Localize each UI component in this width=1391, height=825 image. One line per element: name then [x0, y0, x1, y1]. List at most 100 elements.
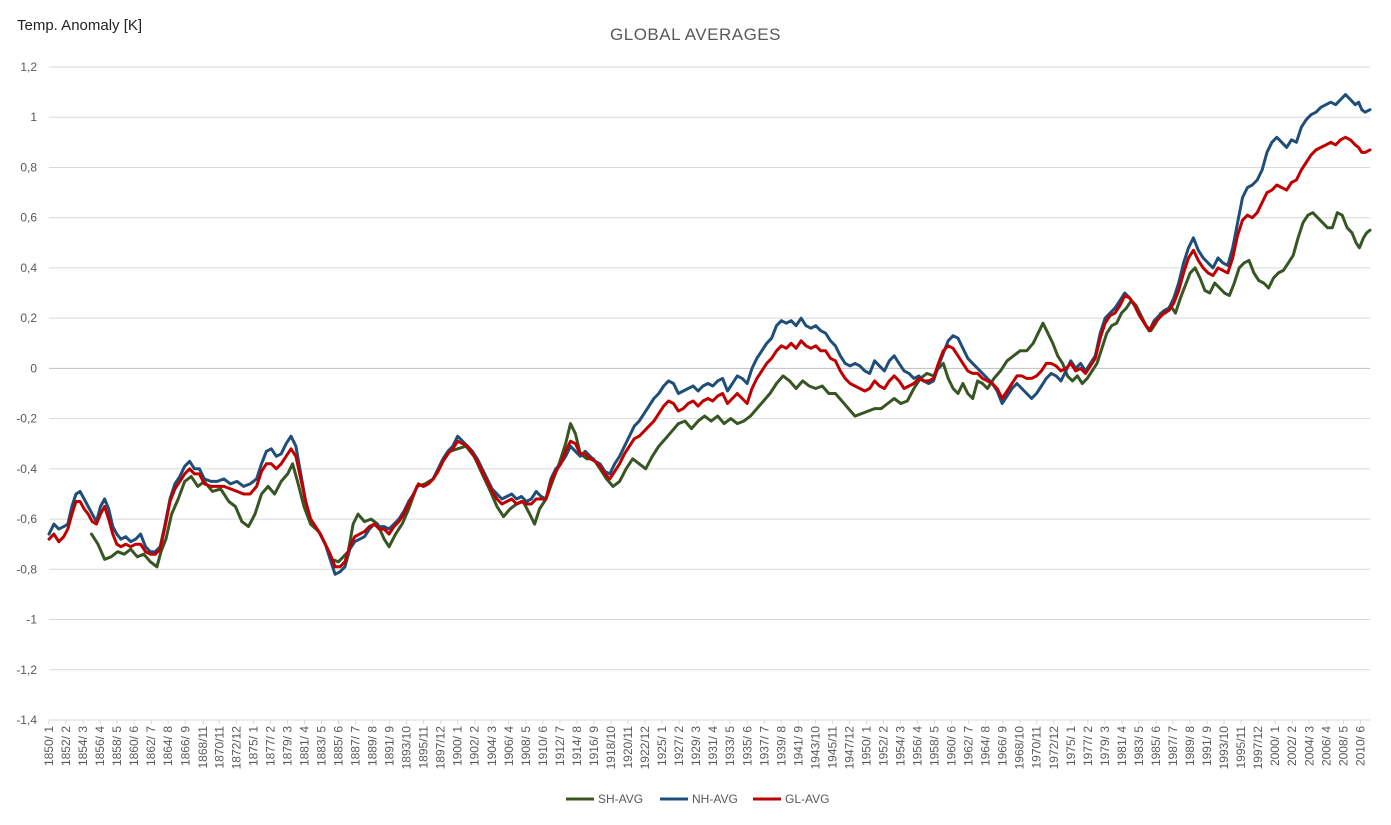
x-tick-label: 1881/ 4: [297, 726, 311, 766]
x-tick-label: 1906/ 4: [502, 726, 516, 766]
x-tick-label: 1900/ 1: [451, 726, 465, 766]
x-tick-label: 1889/ 8: [366, 726, 380, 766]
x-tick-label: 1862/ 7: [144, 726, 158, 766]
x-tick-label: 1964/ 8: [979, 726, 993, 766]
y-axis-label: Temp. Anomaly [K]: [17, 17, 143, 34]
x-tick-label: 1904/ 3: [485, 726, 499, 766]
x-tick-label: 1850/ 1: [42, 726, 56, 766]
x-tick-label: 1979/ 3: [1098, 726, 1112, 766]
series-line-nh-avg: [47, 93, 1372, 576]
y-tick-label: -0,2: [16, 412, 37, 426]
x-tick-label: 1991/ 9: [1200, 726, 1214, 766]
y-tick-label: 0,8: [20, 160, 37, 174]
series-line-gl-avg: [47, 135, 1372, 569]
x-tick-label: 1914/ 8: [570, 726, 584, 766]
y-tick-label: 1: [30, 110, 37, 124]
x-tick-label: 1933/ 5: [723, 726, 737, 766]
x-tick-label: 1958/ 5: [928, 726, 942, 766]
x-tick-label: 1866/ 9: [178, 726, 192, 766]
y-tick-label: -1: [26, 613, 37, 627]
x-tick-label: 1935/ 6: [740, 726, 754, 766]
x-tick-label: 1985/ 6: [1149, 726, 1163, 766]
legend-label-gl-avg: GL-AVG: [785, 792, 829, 806]
x-tick-label: 1854/ 3: [76, 726, 90, 766]
x-tick-label: 1927/ 2: [672, 726, 686, 766]
x-tick-label: 1877/ 2: [263, 726, 277, 766]
x-tick-label: 2002/ 2: [1285, 726, 1299, 766]
x-tick-label: 1864/ 8: [161, 726, 175, 766]
x-tick-label: 1860/ 6: [127, 726, 141, 766]
x-tick-label: 1885/ 6: [332, 726, 346, 766]
x-tick-label: 2000/ 1: [1268, 726, 1282, 766]
x-tick-label: 1929/ 3: [689, 726, 703, 766]
x-tick-label: 2010/ 6: [1353, 726, 1367, 766]
x-tick-label: 1987/ 7: [1166, 726, 1180, 766]
y-tick-label: 0,4: [20, 261, 37, 275]
x-tick-label: 1858/ 5: [110, 726, 124, 766]
x-tick-label: 1975/ 1: [1064, 726, 1078, 766]
x-tick-label: 1931/ 4: [706, 726, 720, 766]
x-tick-label: 1916/ 9: [587, 726, 601, 766]
x-tick-label: 1910/ 6: [536, 726, 550, 766]
y-tick-label: -0,8: [16, 562, 37, 576]
y-tick-label: 0,6: [20, 211, 37, 225]
y-tick-label: 1,2: [20, 60, 37, 74]
x-tick-label: 2006/ 4: [1319, 726, 1333, 766]
x-tick-label: 2004/ 3: [1302, 726, 1316, 766]
x-tick-label: 1943/10: [808, 726, 822, 770]
x-tick-label: 1937/ 7: [757, 726, 771, 766]
x-tick-label: 1970/11: [1030, 726, 1044, 769]
x-tick-label: 1941/ 9: [791, 726, 805, 766]
y-tick-label: -0,4: [16, 462, 37, 476]
x-tick-label: 1879/ 3: [280, 726, 294, 766]
x-tick-label: 1893/10: [400, 726, 414, 770]
x-tick-label: 1856/ 4: [93, 726, 107, 766]
legend: SH-AVG NH-AVG GL-AVG: [566, 792, 829, 806]
series-line-sh-avg: [90, 211, 1372, 569]
x-tick-label: 1939/ 8: [774, 726, 788, 766]
y-tick-label: 0: [30, 361, 37, 375]
x-tick-label: 1962/ 7: [962, 726, 976, 766]
x-tick-label: 1918/10: [604, 726, 618, 770]
x-tick-label: 1968/10: [1013, 726, 1027, 770]
gridlines: [49, 66, 1370, 721]
x-tick-label: 1897/12: [434, 726, 448, 770]
x-tick-label: 1895/11: [417, 726, 431, 769]
x-tick-label: 1912/ 7: [553, 726, 567, 766]
x-tick-label: 1920/11: [621, 726, 635, 769]
x-tick-label: 1981/ 4: [1115, 726, 1129, 766]
x-tick-label: 1887/ 7: [349, 726, 363, 766]
x-tick-label: 1883/ 5: [314, 726, 328, 766]
x-tick-label: 1868/11: [196, 726, 210, 769]
x-tick-label: 1852/ 2: [59, 726, 73, 766]
x-tick-label: 1902/ 2: [468, 726, 482, 766]
x-tick-label: 1997/12: [1251, 726, 1265, 770]
x-tick-label: 1950/ 1: [859, 726, 873, 766]
y-tick-label: -1,4: [16, 713, 37, 727]
x-tick-label: 1983/ 5: [1132, 726, 1146, 766]
x-tick-label: 1952/ 2: [876, 726, 890, 766]
x-tick-label: 1875/ 1: [246, 726, 260, 766]
x-tick-label: 1977/ 2: [1081, 726, 1095, 766]
x-tick-label: 1960/ 6: [945, 726, 959, 766]
x-tick-label: 1956/ 4: [911, 726, 925, 766]
x-tick-label: 2008/ 5: [1336, 726, 1350, 766]
y-tick-label: 0,2: [20, 311, 37, 325]
y-tick-label: -0,6: [16, 512, 37, 526]
legend-label-sh-avg: SH-AVG: [598, 792, 643, 806]
x-tick-label: 1945/11: [825, 726, 839, 769]
x-tick-label: 1891/ 9: [383, 726, 397, 766]
y-tick-label: -1,2: [16, 663, 37, 677]
x-tick-label: 1966/ 9: [996, 726, 1010, 766]
x-tick-label: 1972/12: [1047, 726, 1061, 770]
x-tick-label: 1922/12: [638, 726, 652, 770]
x-tick-label: 1925/ 1: [655, 726, 669, 766]
x-tick-label: 1908/ 5: [519, 726, 533, 766]
x-tick-label: 1989/ 8: [1183, 726, 1197, 766]
x-tick-label: 1870/11: [212, 726, 226, 769]
x-tick-label: 1947/12: [842, 726, 856, 770]
x-tick-label: 1954/ 3: [894, 726, 908, 766]
chart-title: GLOBAL AVERAGES: [610, 25, 781, 44]
